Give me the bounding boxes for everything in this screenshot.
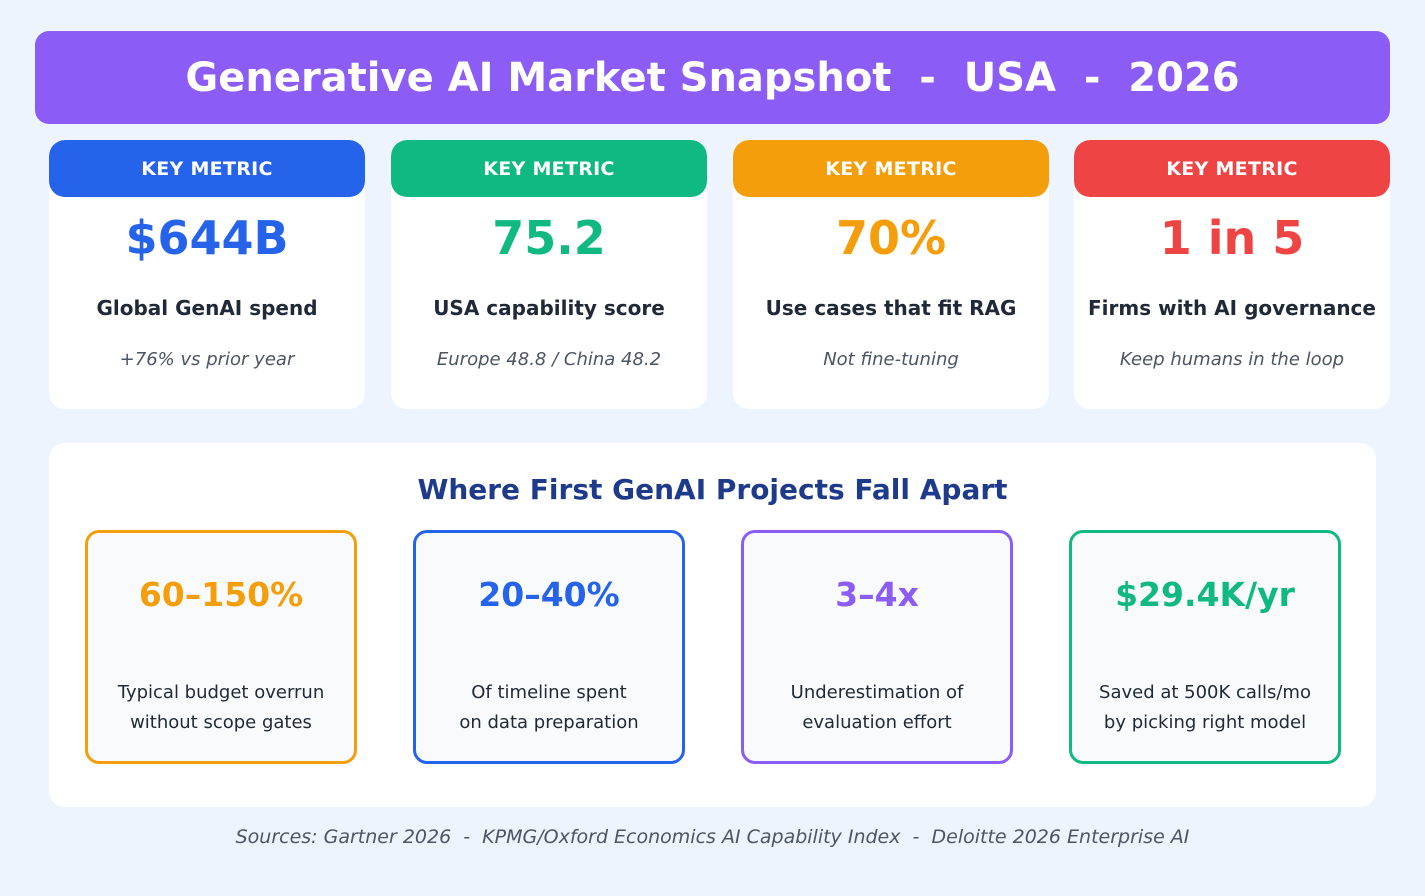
page-title: Generative AI Market Snapshot - USA - 20…	[185, 54, 1240, 101]
issue-line: Typical budget overrun	[117, 682, 325, 703]
issue-description: Underestimation of evaluation effort	[744, 678, 1010, 738]
issue-card-timeline: 20–40% Of timeline spent on data prepara…	[413, 530, 685, 764]
issue-line: by picking right model	[1103, 712, 1307, 733]
issue-value: 20–40%	[478, 575, 620, 614]
metric-card-capability: KEY METRIC 75.2 USA capability score Eur…	[391, 140, 707, 409]
issue-card-budget: 60–150% Typical budget overrun without s…	[85, 530, 357, 764]
issue-line: Of timeline spent	[471, 682, 627, 703]
issue-line: without scope gates	[130, 712, 312, 733]
metric-card-spend: KEY METRIC $644B Global GenAI spend +76%…	[49, 140, 365, 409]
metric-note: +76% vs prior year	[119, 349, 295, 370]
metric-header: KEY METRIC	[733, 140, 1049, 197]
title-banner: Generative AI Market Snapshot - USA - 20…	[35, 31, 1390, 124]
issue-card-savings: $29.4K/yr Saved at 500K calls/mo by pick…	[1069, 530, 1341, 764]
metric-label: Firms with AI governance	[1088, 296, 1376, 320]
panel-title: Where First GenAI Projects Fall Apart	[417, 473, 1008, 506]
issue-description: Typical budget overrun without scope gat…	[88, 678, 354, 738]
metric-header: KEY METRIC	[391, 140, 707, 197]
metric-header: KEY METRIC	[1074, 140, 1390, 197]
metric-value: 1 in 5	[1159, 211, 1305, 265]
issue-description: Of timeline spent on data preparation	[416, 678, 682, 738]
issue-description: Saved at 500K calls/mo by picking right …	[1072, 678, 1338, 738]
issue-value: $29.4K/yr	[1115, 575, 1295, 614]
metric-value: $644B	[125, 211, 289, 265]
metric-value: 70%	[835, 211, 947, 265]
metric-card-rag: KEY METRIC 70% Use cases that fit RAG No…	[733, 140, 1049, 409]
metric-label: Use cases that fit RAG	[765, 296, 1017, 320]
metric-note: Keep humans in the loop	[1119, 349, 1345, 370]
metric-card-governance: KEY METRIC 1 in 5 Firms with AI governan…	[1074, 140, 1390, 409]
metric-label: Global GenAI spend	[96, 296, 318, 320]
issue-line: on data preparation	[459, 712, 639, 733]
metric-note: Not fine-tuning	[823, 349, 959, 370]
failure-panel: Where First GenAI Projects Fall Apart 60…	[49, 443, 1376, 807]
metric-note: Europe 48.8 / China 48.2	[436, 349, 662, 370]
issue-line: Saved at 500K calls/mo	[1099, 682, 1311, 703]
issue-line: evaluation effort	[802, 712, 952, 733]
metric-header: KEY METRIC	[49, 140, 365, 197]
sources-footnote: Sources: Gartner 2026 - KPMG/Oxford Econ…	[235, 826, 1190, 848]
issue-card-evaluation: 3–4x Underestimation of evaluation effor…	[741, 530, 1013, 764]
issue-value: 3–4x	[835, 575, 919, 614]
issue-line: Underestimation of	[790, 682, 964, 703]
metric-label: USA capability score	[433, 296, 665, 320]
metric-value: 75.2	[492, 211, 606, 265]
issue-value: 60–150%	[138, 575, 304, 614]
